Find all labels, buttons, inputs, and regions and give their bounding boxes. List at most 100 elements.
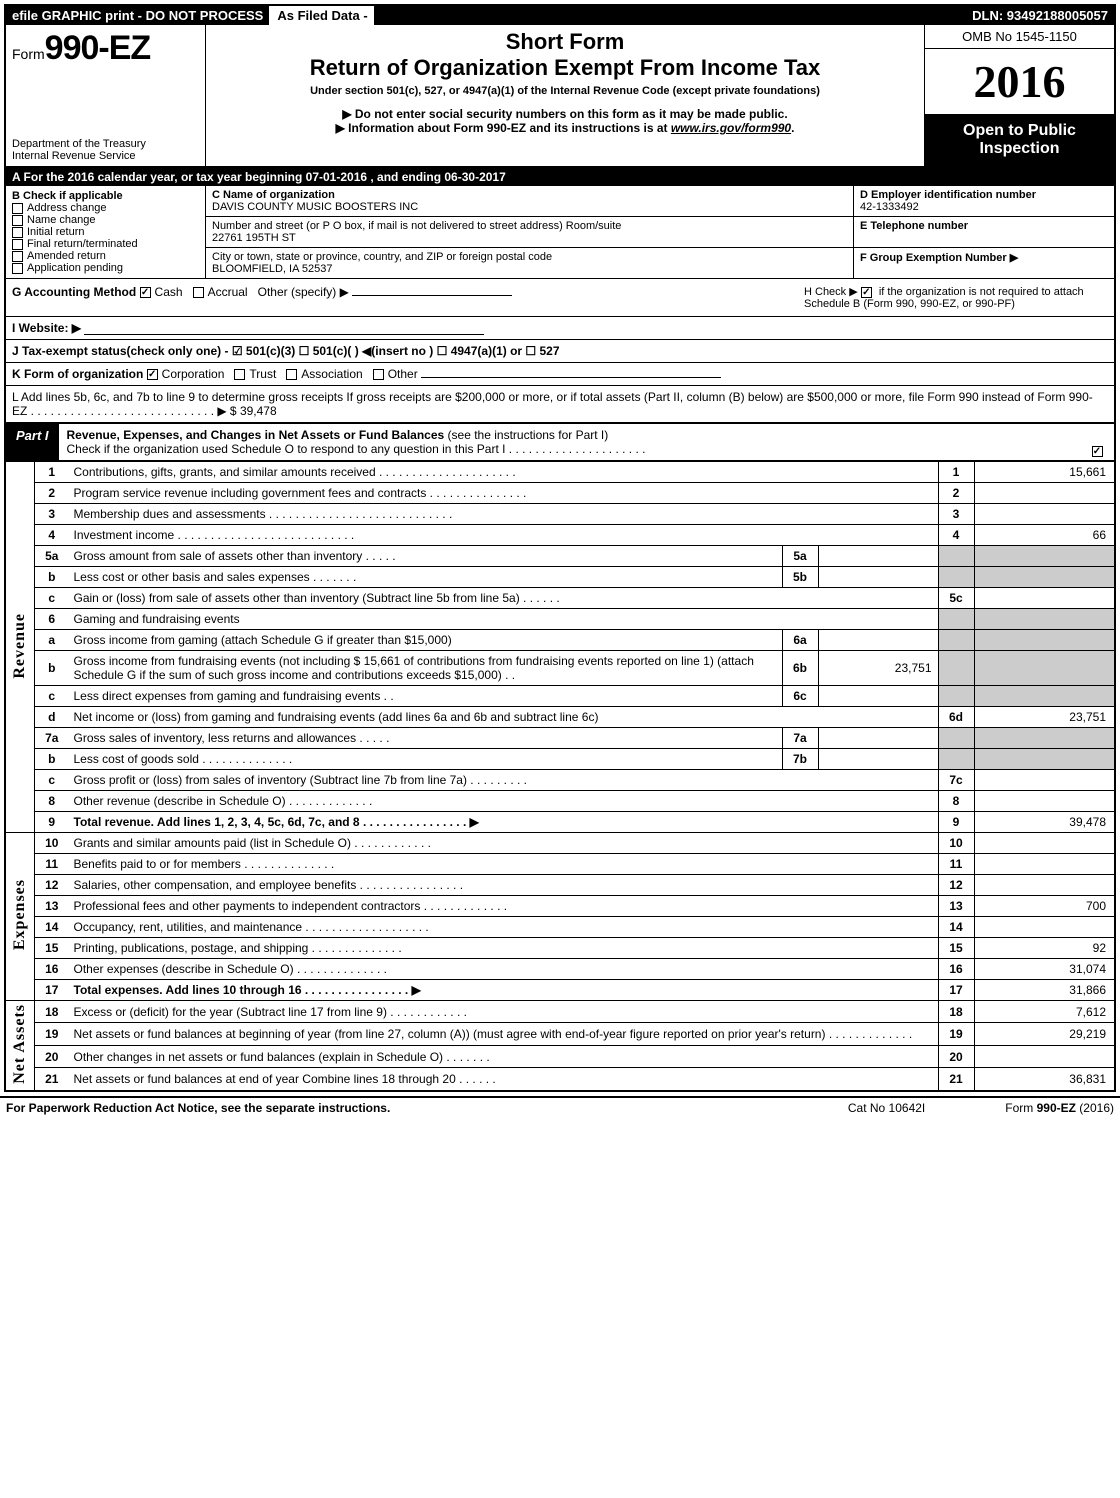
line-number: 3	[35, 504, 69, 525]
org-name: DAVIS COUNTY MUSIC BOOSTERS INC	[212, 201, 847, 213]
line-number: d	[35, 707, 69, 728]
accounting-method: G Accounting Method Cash Accrual Other (…	[12, 285, 798, 299]
outer-line-num: 16	[938, 959, 974, 980]
outer-val-grey	[974, 686, 1114, 707]
outer-line-num: 8	[938, 791, 974, 812]
outer-val-grey	[974, 546, 1114, 567]
outer-line-num: 1	[938, 462, 974, 483]
accrual-label: Accrual	[208, 285, 248, 299]
line-desc: Gross profit or (loss) from sales of inv…	[69, 770, 939, 791]
outer-num-grey	[938, 567, 974, 588]
form-header: Form990-EZ Department of the Treasury In…	[6, 25, 1114, 168]
outer-value: 36,831	[974, 1068, 1114, 1090]
line-number: 19	[35, 1023, 69, 1045]
footer-formno: Form 990-EZ (2016)	[1005, 1101, 1114, 1115]
k-label: K Form of organization	[12, 367, 147, 381]
line-desc: Grants and similar amounts paid (list in…	[69, 833, 939, 854]
c-label: C Name of organization	[212, 189, 847, 201]
line-row: 6Gaming and fundraising events	[6, 609, 1114, 630]
outer-value: 23,751	[974, 707, 1114, 728]
line-desc: Gross sales of inventory, less returns a…	[69, 728, 783, 749]
line-number: 4	[35, 525, 69, 546]
l-amount: 39,478	[240, 404, 277, 418]
line-number: 12	[35, 875, 69, 896]
part-i-title: Revenue, Expenses, and Changes in Net As…	[59, 424, 1084, 460]
trust-label: Trust	[249, 367, 276, 381]
check-pending[interactable]: Application pending	[12, 262, 199, 274]
outer-val-grey	[974, 651, 1114, 686]
line-row: bGross income from fundraising events (n…	[6, 651, 1114, 686]
line-row: Net Assets18Excess or (deficit) for the …	[6, 1001, 1114, 1023]
line-desc: Net income or (loss) from gaming and fun…	[69, 707, 939, 728]
col-b-checks: B Check if applicable Address change Nam…	[6, 186, 206, 278]
topbar-dln: DLN: 93492188005057	[966, 6, 1114, 25]
corp-label: Corporation	[162, 367, 225, 381]
check-corp[interactable]	[147, 369, 158, 380]
lines-table: Revenue1Contributions, gifts, grants, an…	[6, 461, 1114, 1090]
check-amended[interactable]: Amended return	[12, 250, 199, 262]
line-desc: Contributions, gifts, grants, and simila…	[69, 462, 939, 483]
line-row: bLess cost or other basis and sales expe…	[6, 567, 1114, 588]
row-k-org-form: K Form of organization Corporation Trust…	[6, 363, 1114, 386]
check-address[interactable]: Address change	[12, 202, 199, 214]
line-number: c	[35, 686, 69, 707]
part-i-checkbox[interactable]	[1084, 424, 1114, 460]
line-number: c	[35, 770, 69, 791]
line-row: 17Total expenses. Add lines 10 through 1…	[6, 980, 1114, 1001]
header-left: Form990-EZ Department of the Treasury In…	[6, 25, 206, 166]
line-row: 9Total revenue. Add lines 1, 2, 3, 4, 5c…	[6, 812, 1114, 833]
line-desc: Salaries, other compensation, and employ…	[69, 875, 939, 896]
form-prefix: Form	[12, 46, 45, 62]
row-g-h: G Accounting Method Cash Accrual Other (…	[6, 279, 1114, 317]
section-label: Expenses	[6, 833, 35, 1001]
row-a-calendar: A For the 2016 calendar year, or tax yea…	[6, 168, 1114, 186]
outer-val-grey	[974, 728, 1114, 749]
outer-value	[974, 770, 1114, 791]
open-inspection: Open to Public Inspection	[925, 114, 1114, 166]
outer-value: 31,074	[974, 959, 1114, 980]
check-initial[interactable]: Initial return	[12, 226, 199, 238]
line-number: a	[35, 630, 69, 651]
outer-num-grey	[938, 749, 974, 770]
inner-line-num: 5a	[782, 546, 818, 567]
line-number: 1	[35, 462, 69, 483]
part-i-sub: (see the instructions for Part I)	[448, 428, 609, 442]
outer-num-grey	[938, 609, 974, 630]
line-number: 8	[35, 791, 69, 812]
line-row: aGross income from gaming (attach Schedu…	[6, 630, 1114, 651]
line-desc: Gross income from fundraising events (no…	[69, 651, 783, 686]
header-right: OMB No 1545-1150 2016 Open to Public Ins…	[924, 25, 1114, 166]
outer-value	[974, 588, 1114, 609]
line-desc: Professional fees and other payments to …	[69, 896, 939, 917]
line-row: dNet income or (loss) from gaming and fu…	[6, 707, 1114, 728]
outer-line-num: 17	[938, 980, 974, 1001]
check-accrual[interactable]	[193, 287, 204, 298]
inner-value	[818, 749, 938, 770]
line-number: b	[35, 651, 69, 686]
check-assoc[interactable]	[286, 369, 297, 380]
outer-line-num: 9	[938, 812, 974, 833]
line-row: 21Net assets or fund balances at end of …	[6, 1068, 1114, 1090]
check-schedule-b[interactable]	[861, 287, 872, 298]
outer-val-grey	[974, 609, 1114, 630]
check-other-org[interactable]	[373, 369, 384, 380]
d-label: D Employer identification number	[860, 189, 1108, 201]
inner-value	[818, 686, 938, 707]
outer-line-num: 13	[938, 896, 974, 917]
outer-value	[974, 917, 1114, 938]
check-name[interactable]: Name change	[12, 214, 199, 226]
line-number: 10	[35, 833, 69, 854]
other-org-label: Other	[388, 367, 418, 381]
g-label: G Accounting Method	[12, 285, 140, 299]
l-text: L Add lines 5b, 6c, and 7b to line 9 to …	[12, 390, 1093, 418]
note-info-prefix: ▶ Information about Form 990-EZ and its …	[336, 121, 671, 135]
check-cash[interactable]	[140, 287, 151, 298]
check-trust[interactable]	[234, 369, 245, 380]
outer-line-num: 15	[938, 938, 974, 959]
check-final[interactable]: Final return/terminated	[12, 238, 199, 250]
irs-link[interactable]: www.irs.gov/form990	[671, 121, 791, 135]
col-b-title: B Check if applicable	[12, 190, 199, 202]
header-title-block: Short Form Return of Organization Exempt…	[206, 25, 924, 166]
line-desc: Other revenue (describe in Schedule O) .…	[69, 791, 939, 812]
line-row: 4Investment income . . . . . . . . . . .…	[6, 525, 1114, 546]
